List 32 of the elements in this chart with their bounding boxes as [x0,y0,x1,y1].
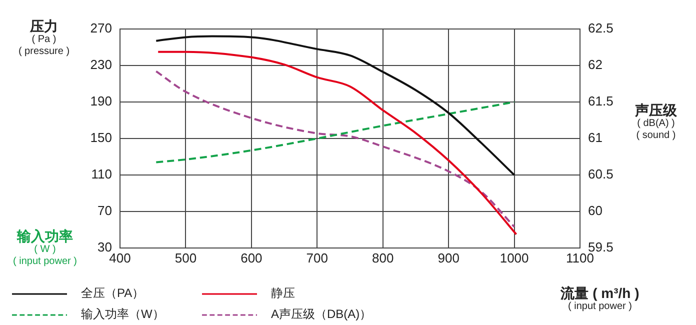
legend-label: A声压级（DB(A)） [271,306,372,323]
legend-label: 全压（PA） [81,285,144,302]
y-axis-title: 压力 ( Pa ) ( pressure ) [17,18,71,58]
y-tick-label: 150 [90,130,112,146]
x-tick-label: 800 [372,250,394,266]
x-tick-label: 900 [438,250,460,266]
x-tick-label: 1000 [500,250,529,266]
x-tick-label: 500 [174,250,197,266]
line-series [155,70,516,228]
y-tick-label: 270 [90,20,112,36]
line-series [155,101,516,164]
x-tick-label: 600 [240,250,262,266]
y-tick-label: 230 [90,57,112,72]
x-axis-title: 流量 ( m³/h ) ( input power ) [560,285,640,313]
y2-tick-label: 60.5 [588,166,614,182]
y2-tick-label: 61 [588,130,602,146]
y2-tick-label: 61.5 [588,94,614,109]
x-tick-label: 700 [306,250,328,266]
y-tick-label: 30 [98,240,112,255]
y2-tick-label: 62 [588,57,602,72]
y2-tick-label: 62.5 [588,20,614,36]
legend-label: 输入功率（W） [81,306,164,323]
y2-tick-label: 60 [588,203,602,218]
text: 输入功率 ( W ) ( input power ) [12,228,78,268]
y2-axis-title: 声压级 ( dB(A) ) ( sound ) [634,102,678,142]
x-tick-label: 400 [109,250,131,266]
y-tick-label: 110 [91,166,112,182]
line-series [155,35,516,176]
y-tick-label: 190 [90,94,112,109]
line-series [157,50,518,236]
legend-label: 静压 [271,285,295,302]
y-tick-label: 70 [98,203,112,218]
